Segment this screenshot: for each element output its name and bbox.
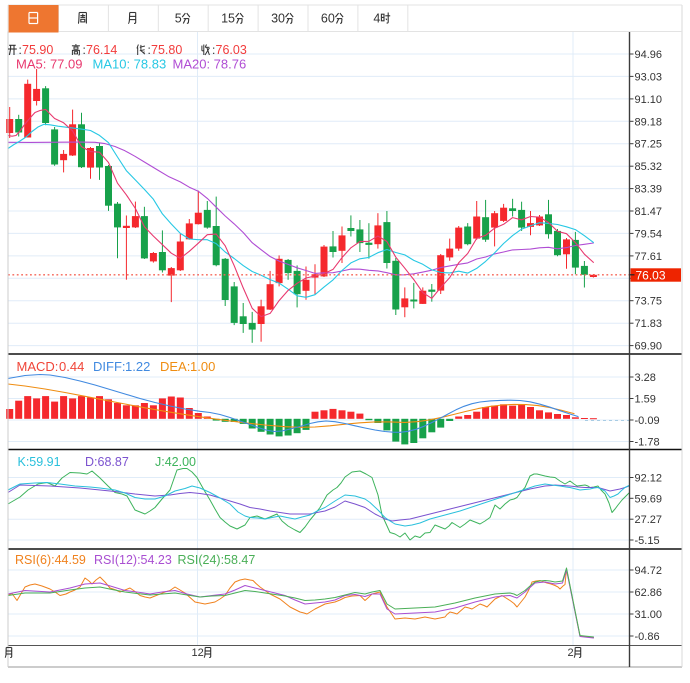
svg-text:87.25: 87.25 xyxy=(635,139,663,151)
svg-text:89.18: 89.18 xyxy=(635,116,663,128)
svg-text:DEA:: DEA: xyxy=(160,359,190,374)
svg-text:76.03: 76.03 xyxy=(216,43,247,57)
svg-text:62.86: 62.86 xyxy=(635,587,663,599)
svg-text:79.54: 79.54 xyxy=(635,228,663,240)
svg-text:5: 5 xyxy=(175,12,182,26)
svg-text:-5.15: -5.15 xyxy=(635,535,660,547)
svg-text:4: 4 xyxy=(373,12,380,26)
svg-text:92.12: 92.12 xyxy=(635,473,663,485)
svg-text:RSI(12):54.23: RSI(12):54.23 xyxy=(94,553,172,567)
svg-text:93.03: 93.03 xyxy=(635,71,663,83)
svg-text:69.90: 69.90 xyxy=(635,341,663,353)
svg-text:77.61: 77.61 xyxy=(635,251,663,263)
svg-text:60: 60 xyxy=(321,12,335,26)
svg-text:1.22: 1.22 xyxy=(125,359,150,374)
svg-text:59.69: 59.69 xyxy=(635,493,663,505)
svg-text:27.27: 27.27 xyxy=(635,514,663,526)
svg-text:85.32: 85.32 xyxy=(635,161,663,173)
svg-text:94.96: 94.96 xyxy=(635,49,663,61)
svg-text:1.00: 1.00 xyxy=(190,359,215,374)
svg-text:75.80: 75.80 xyxy=(151,43,182,57)
svg-text:-1.78: -1.78 xyxy=(635,437,660,449)
svg-text:94.72: 94.72 xyxy=(635,565,663,577)
svg-text:3.28: 3.28 xyxy=(635,372,656,384)
svg-text:K:59.91: K:59.91 xyxy=(18,455,61,469)
svg-text:2: 2 xyxy=(568,647,574,659)
svg-text:73.75: 73.75 xyxy=(635,296,663,308)
svg-text:76.03: 76.03 xyxy=(636,268,666,282)
svg-text:75.90: 75.90 xyxy=(22,43,53,57)
svg-text:MACD:: MACD: xyxy=(17,359,59,374)
svg-text:D:68.87: D:68.87 xyxy=(85,455,129,469)
svg-text:15: 15 xyxy=(221,12,235,26)
svg-text:1.59: 1.59 xyxy=(635,394,656,406)
svg-text:81.47: 81.47 xyxy=(635,206,663,218)
svg-text:RSI(24):58.47: RSI(24):58.47 xyxy=(178,553,256,567)
svg-text:-0.86: -0.86 xyxy=(635,631,660,643)
svg-text:76.14: 76.14 xyxy=(86,43,117,57)
svg-text:31.00: 31.00 xyxy=(635,609,663,621)
svg-text:83.39: 83.39 xyxy=(635,184,663,196)
svg-text:RSI(6):44.59: RSI(6):44.59 xyxy=(15,553,86,567)
svg-text:91.10: 91.10 xyxy=(635,94,663,106)
svg-text:12: 12 xyxy=(192,647,204,659)
svg-text:71.83: 71.83 xyxy=(635,318,663,330)
svg-text:J:42.00: J:42.00 xyxy=(155,455,196,469)
svg-text:MA5: 77.09: MA5: 77.09 xyxy=(16,57,83,72)
svg-text:-0.09: -0.09 xyxy=(635,415,660,427)
svg-text:DIFF:: DIFF: xyxy=(93,359,126,374)
svg-text:MA10: 78.83: MA10: 78.83 xyxy=(93,57,167,72)
svg-text:0.44: 0.44 xyxy=(59,359,84,374)
svg-text:30: 30 xyxy=(271,12,285,26)
svg-text:MA20: 78.76: MA20: 78.76 xyxy=(173,57,247,72)
